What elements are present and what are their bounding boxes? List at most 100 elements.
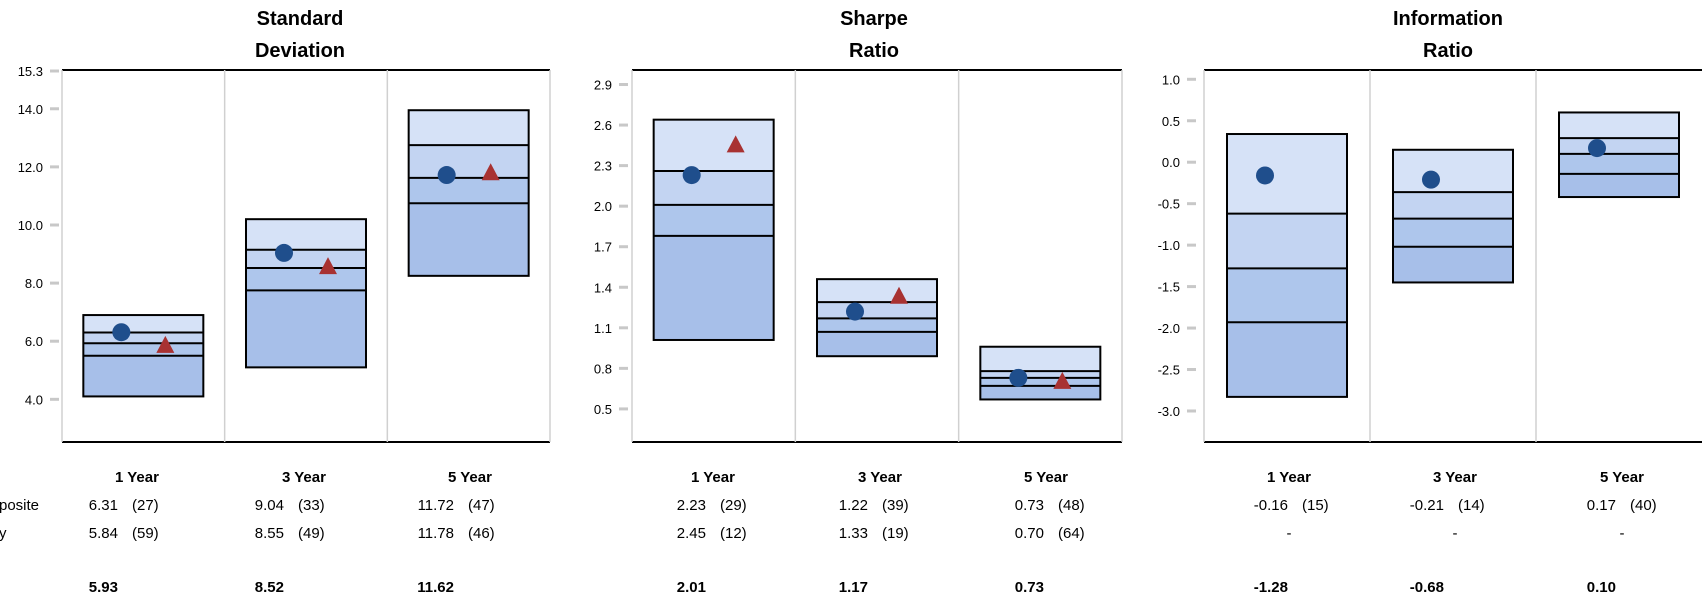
period-header: 5 Year	[1024, 469, 1068, 486]
y-tick-label: -2.5	[1158, 363, 1180, 378]
y-tick-label: 0.5	[594, 402, 612, 417]
percentile-band	[1559, 112, 1679, 139]
chart-title-line: Information	[1393, 8, 1503, 30]
row-label-composite: posite	[0, 497, 39, 514]
composite-rank: (27)	[132, 497, 159, 514]
median-value: 0.10	[1587, 579, 1616, 596]
chart-title-line: Standard	[257, 8, 344, 30]
median-value: 8.52	[255, 579, 284, 596]
composite-rank: (29)	[720, 497, 747, 514]
y-tick-label: 1.7	[594, 240, 612, 255]
percentile-band	[408, 145, 529, 178]
benchmark-value: -	[1453, 525, 1458, 542]
percentile-band	[408, 177, 529, 204]
percentile-band	[817, 331, 937, 357]
y-tick-label: 8.0	[25, 276, 43, 291]
benchmark-value: 2.45	[677, 525, 706, 542]
percentile-band	[653, 235, 774, 340]
composite-marker	[275, 243, 293, 262]
composite-rank: (47)	[468, 497, 495, 514]
percentile-band	[817, 302, 937, 319]
composite-rank: (48)	[1058, 497, 1085, 514]
bar-outline	[979, 345, 1102, 401]
composite-marker	[682, 166, 701, 185]
median-value: -1.28	[1254, 579, 1288, 596]
composite-marker	[846, 302, 864, 321]
composite-marker	[437, 166, 456, 185]
y-tick-label: 1.1	[594, 321, 612, 336]
composite-value: 0.73	[1015, 497, 1044, 514]
median-value: -0.68	[1410, 579, 1444, 596]
y-tick-label: 15.3	[18, 64, 43, 79]
y-tick-label: 2.3	[594, 159, 612, 174]
percentile-band	[1227, 322, 1347, 397]
benchmark-rank: (59)	[132, 525, 159, 542]
y-tick-label: 10.0	[18, 218, 43, 233]
percentile-band	[83, 315, 204, 333]
percentile-band	[83, 355, 204, 397]
benchmark-value: 1.33	[839, 525, 868, 542]
composite-value: 1.22	[839, 497, 868, 514]
composite-rank: (15)	[1302, 497, 1329, 514]
benchmark-rank: (12)	[720, 525, 747, 542]
period-header: 3 Year	[282, 469, 326, 486]
percentile-band	[980, 346, 1101, 372]
bar-outline	[245, 218, 367, 369]
median-value: 0.73	[1015, 579, 1044, 596]
composite-value: -0.16	[1254, 497, 1288, 514]
median-value: 11.62	[417, 579, 454, 596]
y-tick-label: 14.0	[18, 102, 43, 117]
y-tick-label: 2.6	[594, 118, 612, 133]
composite-marker	[1422, 170, 1440, 189]
bar-outline	[816, 278, 938, 358]
composite-rank: (40)	[1630, 497, 1657, 514]
y-tick-label: 2.0	[594, 199, 612, 214]
period-header: 1 Year	[115, 469, 159, 486]
percentile-band	[653, 171, 774, 205]
benchmark-value: 5.84	[89, 525, 118, 542]
median-value: 1.17	[839, 579, 868, 596]
period-header: 5 Year	[448, 469, 492, 486]
percentile-band	[408, 110, 529, 146]
percentile-band	[83, 332, 204, 344]
benchmark-value: 11.78	[418, 525, 454, 542]
row-label-benchmark: y	[0, 525, 7, 542]
percentile-band	[653, 204, 774, 236]
y-tick-label: 0.5	[1162, 114, 1180, 129]
composite-marker	[1256, 166, 1274, 185]
composite-value: 0.17	[1587, 497, 1616, 514]
percentile-band	[1227, 134, 1347, 214]
benchmark-rank: (19)	[882, 525, 909, 542]
bar-outline	[1226, 133, 1348, 398]
period-header: 5 Year	[1600, 469, 1644, 486]
y-tick-label: 2.9	[594, 78, 612, 93]
composite-rank: (33)	[298, 497, 325, 514]
y-tick-label: 12.0	[18, 160, 43, 175]
chart-title-line: Ratio	[849, 40, 899, 62]
y-tick-label: 0.0	[1162, 155, 1180, 170]
percentile-band	[1393, 149, 1513, 193]
benchmark-marker	[156, 335, 175, 353]
benchmark-value: -	[1620, 525, 1625, 542]
chart-title-line: Ratio	[1423, 40, 1473, 62]
percentile-band	[1393, 192, 1513, 219]
y-tick-label: -1.0	[1158, 238, 1180, 253]
period-header: 1 Year	[1267, 469, 1311, 486]
composite-marker	[1588, 139, 1606, 158]
bar-outline	[82, 314, 205, 398]
y-tick-label: -1.5	[1158, 280, 1180, 295]
benchmark-value: -	[1287, 525, 1292, 542]
percentile-band	[246, 267, 366, 291]
bar-outline	[1392, 148, 1514, 284]
benchmark-rank: (49)	[298, 525, 325, 542]
chart-title-line: Sharpe	[840, 8, 908, 30]
chart-panel: Standard Deviation 4.0 6.0 8.0 10.0 12.0 14.0 15…	[18, 8, 551, 596]
y-tick-label: 1.0	[1162, 72, 1180, 87]
composite-value: 11.72	[418, 497, 454, 514]
percentile-band	[653, 119, 774, 172]
percentile-band	[1227, 213, 1347, 269]
composite-marker	[1009, 368, 1028, 387]
composite-value: -0.21	[1410, 497, 1444, 514]
y-tick-label: 6.0	[25, 334, 43, 349]
